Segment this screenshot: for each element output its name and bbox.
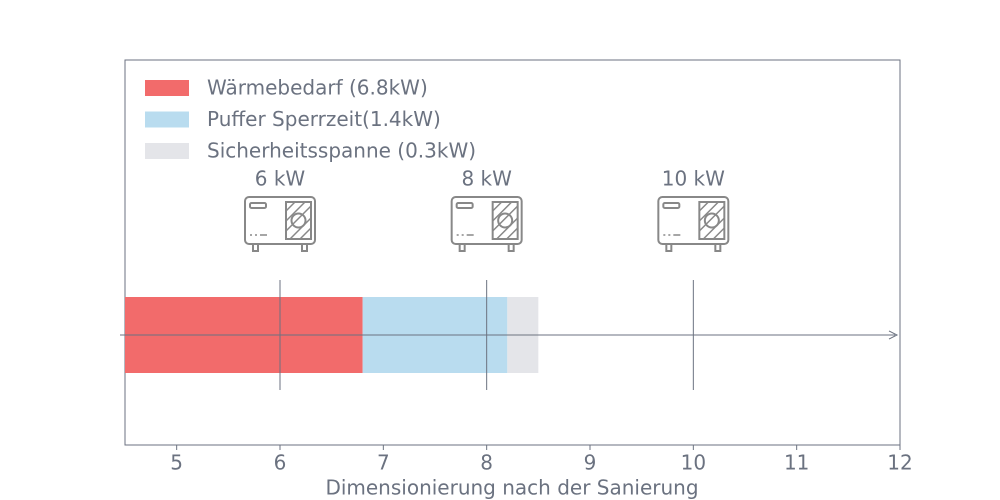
icon-body: [450, 196, 523, 245]
icon-hatch: [285, 201, 312, 240]
icon-body: [657, 196, 730, 245]
marker-label: 6 kW: [255, 167, 306, 191]
legend-swatch: [145, 143, 189, 159]
icon-feet: [252, 244, 308, 252]
legend-swatch: [145, 111, 189, 128]
heat-pump-icon: [450, 196, 523, 252]
x-tick-label: 11: [784, 451, 809, 475]
x-tick-label: 8: [480, 451, 493, 475]
arrow-head: [888, 330, 899, 340]
x-tick-label: 12: [887, 451, 912, 475]
bar-group: [125, 297, 539, 373]
heat-pump-icon: [244, 196, 316, 252]
x-tick-label: 5: [170, 451, 183, 475]
x-tick-label: 10: [681, 451, 706, 475]
legend-label: Wärmebedarf (6.8kW): [207, 76, 428, 100]
marker-label: 8 kW: [461, 167, 512, 191]
legend-swatch: [145, 80, 189, 96]
x-tick-label: 7: [377, 451, 390, 475]
icon-fan: [497, 212, 514, 229]
icon-panel: [249, 202, 267, 209]
legend-label: Puffer Sperrzeit(1.4kW): [207, 107, 441, 131]
icon-body: [244, 196, 316, 245]
x-tick-label: 6: [274, 451, 287, 475]
icon-hatch: [492, 201, 519, 240]
marker-label: 10 kW: [662, 167, 725, 191]
legend-label: Sicherheitsspanne (0.3kW): [207, 139, 476, 163]
icon-panel: [455, 202, 474, 209]
icon-panel: [662, 202, 681, 209]
heat-pump-icon: [657, 196, 730, 252]
icon-hatch: [698, 201, 725, 240]
x-tick-label: 9: [584, 451, 597, 475]
icon-fan: [290, 212, 307, 229]
plot-frame: [124, 59, 901, 446]
icon-fan: [703, 212, 720, 229]
icon-feet: [458, 244, 515, 252]
icon-feet: [665, 244, 722, 252]
x-axis-label: Dimensionierung nach der Sanierung: [325, 476, 698, 500]
